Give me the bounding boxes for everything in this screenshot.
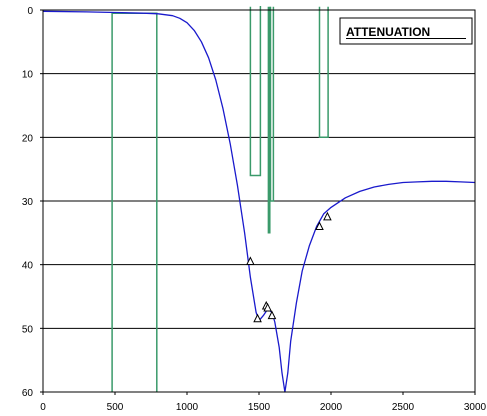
data-marker	[323, 211, 332, 221]
x-tick-label: 1000	[176, 402, 199, 413]
y-tick-label: 20	[22, 133, 34, 144]
x-tick-label: 1500	[248, 402, 271, 413]
grid-lines	[43, 73, 475, 329]
x-tick-label: 2000	[320, 402, 343, 413]
x-tick-label: 500	[107, 402, 124, 413]
mask-line	[269, 6, 275, 202]
y-tick-label: 30	[22, 197, 34, 208]
data-marker	[267, 310, 277, 320]
mask-line	[318, 6, 329, 139]
y-tick-label: 0	[27, 6, 33, 17]
data-marker	[246, 256, 255, 265]
data-marker	[263, 302, 272, 312]
data-marker	[253, 313, 262, 323]
x-tick-label: 2500	[392, 402, 415, 413]
x-tick-label: 3000	[464, 402, 487, 413]
chart-title-group: ATTENUATION	[339, 17, 473, 45]
y-axis-ticks: 0 10 20 30 40 50 60	[22, 6, 43, 399]
y-tick-label: 40	[22, 261, 34, 272]
y-tick-label: 10	[22, 70, 34, 81]
marker-layer	[246, 211, 332, 323]
chart-title: ATTENUATION	[346, 25, 430, 39]
mask-line	[267, 6, 271, 234]
chart-title-box	[339, 17, 473, 45]
x-tick-label: 0	[40, 402, 46, 413]
y-tick-label: 50	[22, 324, 34, 335]
y-tick-label: 60	[22, 388, 34, 399]
x-axis-ticks: 0 500 1000 1500 2000 2500 3000	[40, 392, 487, 413]
mask-line	[249, 6, 262, 177]
data-marker	[315, 221, 324, 230]
